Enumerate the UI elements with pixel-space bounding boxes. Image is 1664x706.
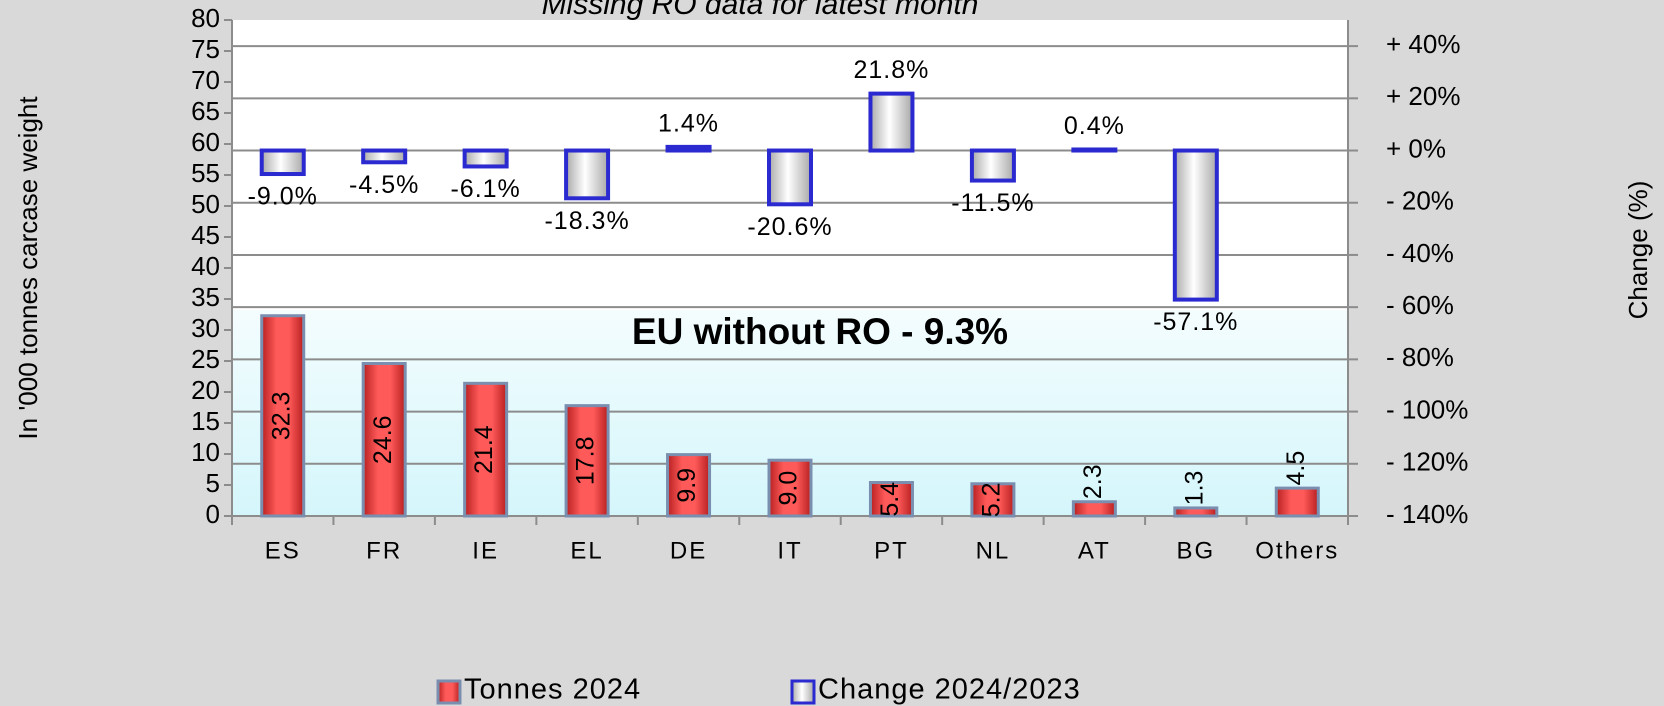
- change-label: -18.3%: [544, 207, 629, 235]
- x-tick-label: ES: [265, 537, 301, 564]
- change-label: -57.1%: [1153, 308, 1238, 336]
- legend-swatch: [790, 679, 816, 705]
- y2-tick-label: + 20%: [1386, 81, 1460, 111]
- y-tick-label: 20: [191, 375, 220, 405]
- y2-axis-label: Change (%): [1623, 181, 1653, 320]
- tonnes-bar: [868, 481, 914, 518]
- tonnes-bar: [1173, 506, 1219, 518]
- change-bar: [259, 148, 306, 177]
- y-tick-label: 55: [191, 158, 220, 188]
- change-label: -6.1%: [450, 175, 520, 203]
- y-tick-label: 15: [191, 406, 220, 436]
- tonnes-label: 17.8: [572, 436, 600, 485]
- y-tick-label: 40: [191, 251, 220, 281]
- y-tick-label: 65: [191, 96, 220, 126]
- change-label: -4.5%: [349, 171, 419, 199]
- x-tick-label: Others: [1255, 537, 1339, 564]
- y2-tick-label: - 40%: [1386, 238, 1454, 268]
- change-bar: [564, 148, 611, 201]
- y-tick-label: 70: [191, 65, 220, 95]
- legend-label: Change 2024/2023: [818, 674, 1081, 706]
- x-tick-label: FR: [366, 537, 402, 564]
- tonnes-label: 21.4: [470, 425, 498, 474]
- change-bar: [767, 148, 813, 207]
- x-tick-label: BG: [1176, 537, 1215, 564]
- change-label: 0.4%: [1064, 112, 1125, 140]
- y2-tick-label: - 60%: [1386, 290, 1454, 320]
- chart-title: Missing RO data for latest month: [542, 0, 979, 21]
- legend-swatch: [436, 679, 462, 705]
- y2-tick-label: - 80%: [1386, 342, 1454, 372]
- tonnes-label: 32.3: [267, 392, 295, 441]
- change-label: 21.8%: [854, 56, 930, 84]
- y-tick-label: 50: [191, 189, 220, 219]
- x-tick-label: IT: [777, 537, 802, 564]
- y-tick-label: 10: [191, 437, 220, 467]
- tonnes-bar: [564, 404, 610, 518]
- change-bar: [868, 91, 915, 153]
- change-bar: [969, 148, 1016, 183]
- tonnes-bar: [767, 458, 813, 518]
- y-tick-label: 45: [191, 220, 220, 250]
- y2-tick-label: - 120%: [1386, 447, 1468, 477]
- y2-tick-label: + 40%: [1386, 29, 1460, 59]
- change-label: -9.0%: [248, 183, 318, 211]
- y-tick-label: 60: [191, 127, 220, 157]
- tonnes-bar: [1274, 486, 1320, 518]
- tonnes-label: 2.3: [1079, 464, 1107, 499]
- tonnes-label: 4.5: [1282, 451, 1310, 486]
- tonnes-label: 9.0: [775, 471, 803, 506]
- y2-tick-label: - 140%: [1386, 499, 1468, 529]
- tonnes-label: 1.3: [1180, 471, 1208, 506]
- change-label: -11.5%: [951, 189, 1034, 217]
- y2-tick-label: - 20%: [1386, 186, 1454, 216]
- y-tick-label: 80: [191, 3, 220, 33]
- change-bar: [361, 148, 408, 165]
- y-tick-label: 35: [191, 282, 220, 312]
- tonnes-bar: [463, 381, 509, 518]
- tonnes-bar: [1071, 500, 1117, 518]
- x-tick-label: PT: [874, 537, 909, 564]
- y-axis-label: In '000 tonnes carcase weight: [13, 96, 43, 440]
- x-tick-label: IE: [472, 537, 499, 564]
- x-tick-label: EL: [570, 537, 603, 564]
- tonnes-label: 5.4: [876, 482, 904, 517]
- y-tick-label: 5: [206, 468, 220, 498]
- y-tick-label: 0: [206, 499, 220, 529]
- change-label: -20.6%: [747, 213, 832, 241]
- tonnes-label: 5.2: [978, 482, 1006, 517]
- tonnes-bar: [260, 314, 306, 518]
- change-bar: [1172, 148, 1219, 302]
- tonnes-bar: [970, 482, 1016, 518]
- y-tick-label: 75: [191, 34, 220, 64]
- x-tick-label: NL: [976, 537, 1011, 564]
- change-bar: [1071, 147, 1118, 153]
- change-label: 1.4%: [658, 109, 719, 137]
- tonnes-bar: [666, 453, 712, 518]
- y-tick-label: 30: [191, 313, 220, 343]
- change-bar: [462, 148, 509, 169]
- tonnes-label: 24.6: [369, 415, 397, 464]
- y2-tick-label: + 0%: [1386, 133, 1446, 163]
- change-bar: [665, 144, 712, 153]
- y-tick-label: 25: [191, 344, 220, 374]
- x-tick-label: DE: [670, 537, 707, 564]
- tonnes-label: 9.9: [673, 468, 701, 503]
- legend-label: Tonnes 2024: [464, 674, 641, 706]
- tonnes-bar: [361, 361, 407, 518]
- y2-tick-label: - 100%: [1386, 394, 1468, 424]
- x-tick-label: AT: [1078, 537, 1111, 564]
- annotation: EU without RO - 9.3%: [632, 311, 1008, 352]
